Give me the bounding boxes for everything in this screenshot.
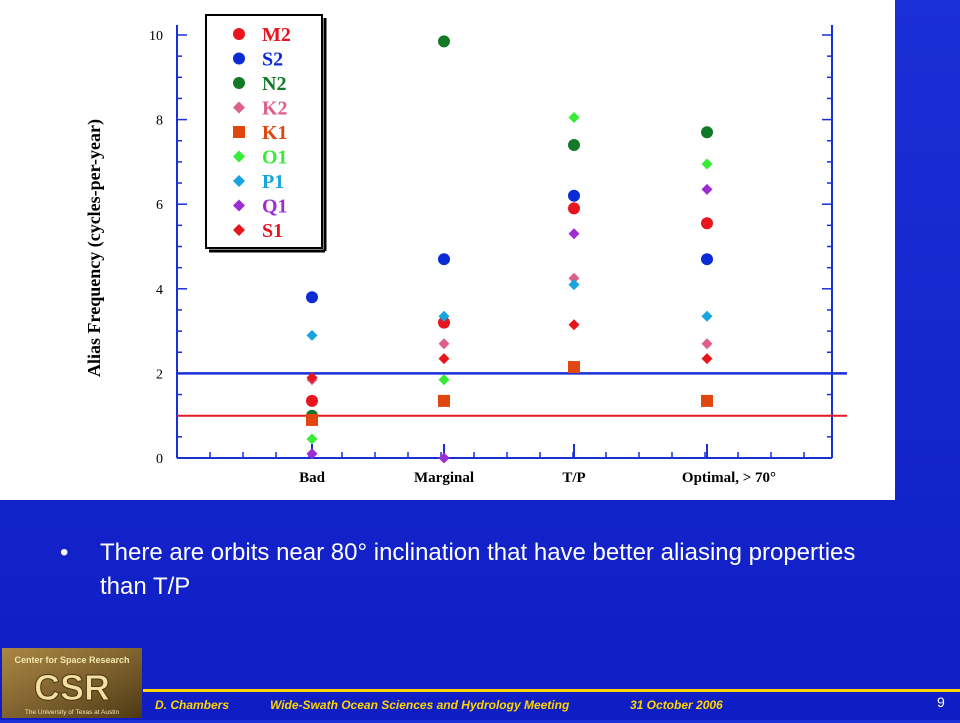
y-tick-label: 0 <box>156 452 163 467</box>
footer-author: D. Chambers <box>155 698 230 712</box>
y-axis-label: Alias Frequency (cycles-per-year) <box>84 119 105 377</box>
data-point-o1 <box>701 158 713 170</box>
data-point-q1 <box>438 452 450 464</box>
data-point-o1 <box>568 111 580 123</box>
data-point-s2 <box>568 189 580 202</box>
legend-label-k2: K2 <box>262 98 288 120</box>
y-tick-label: 10 <box>149 29 163 44</box>
y-tick-label: 2 <box>156 367 163 382</box>
svg-text:The University of Texas at Aus: The University of Texas at Austin <box>25 709 120 716</box>
data-point-s2 <box>701 253 713 266</box>
data-point-n2 <box>701 126 713 139</box>
y-tick-label: 4 <box>156 283 163 298</box>
data-point-s1 <box>701 353 713 365</box>
data-point-k1 <box>306 413 318 426</box>
data-point-s1 <box>306 372 318 384</box>
data-point-m2 <box>568 202 580 215</box>
footer-date: 31 October 2006 <box>630 698 723 712</box>
plot-panel: 0 2 4 6 8 10 Bad Marginal T/P Optimal, > 70° Alias… <box>84 14 847 486</box>
legend-label-o1: O1 <box>262 147 288 169</box>
data-point-k2 <box>568 272 580 284</box>
legend-label-m2: M2 <box>262 24 291 46</box>
data-point-s1 <box>438 353 450 365</box>
legend-marker-o1 <box>233 150 245 163</box>
data-point-n2 <box>438 35 450 48</box>
legend-marker-k1 <box>233 126 245 138</box>
legend-marker-s2 <box>233 52 245 65</box>
legend-label-p1: P1 <box>262 171 284 193</box>
data-point-n2 <box>568 138 580 151</box>
data-point-m2 <box>701 217 713 230</box>
legend-marker-k2 <box>233 101 245 114</box>
x-tick-label: T/P <box>562 470 585 486</box>
y-tick-label: 6 <box>156 198 163 213</box>
x-tick-label: Marginal <box>414 470 474 486</box>
legend-box <box>205 14 323 249</box>
legend-marker-p1 <box>233 175 245 187</box>
legend-marker-n2 <box>233 77 245 89</box>
svg-text:CSR: CSR <box>34 667 110 708</box>
legend-label-n2: N2 <box>262 73 286 95</box>
data-point-p1 <box>306 329 318 341</box>
data-point-q1 <box>306 448 318 460</box>
data-point-m2 <box>438 316 450 329</box>
data-point-k1 <box>701 394 713 407</box>
bullet-icon: • <box>60 539 69 566</box>
legend-marker-q1 <box>233 199 245 212</box>
footer-divider <box>143 689 960 692</box>
data-point-p1 <box>438 310 450 322</box>
data-point-s1 <box>568 319 580 331</box>
csr-logo: Center for Space Research CSR The Univer… <box>2 648 142 718</box>
legend-label-s1: S1 <box>262 220 283 242</box>
data-point-o1 <box>438 374 450 386</box>
data-point-o1 <box>306 433 318 445</box>
data-point-m2 <box>306 394 318 407</box>
x-tick-label: Optimal, > 70° <box>682 470 776 486</box>
data-point-s2 <box>438 253 450 266</box>
svg-text:Center for Space Research: Center for Space Research <box>14 655 129 665</box>
data-point-k1 <box>438 394 450 407</box>
legend-label-k1: K1 <box>262 122 288 144</box>
data-point-q1 <box>568 228 580 240</box>
data-point-q1 <box>701 183 713 195</box>
data-point-s2 <box>306 291 318 304</box>
y-tick-label: 8 <box>156 114 163 129</box>
legend-label-s2: S2 <box>262 49 283 71</box>
data-point-p1 <box>701 310 713 322</box>
x-tick-label: Bad <box>299 470 326 486</box>
data-point-k2 <box>701 338 713 350</box>
data-point-k1 <box>568 361 580 374</box>
data-point-k2 <box>438 338 450 350</box>
bullet-text: There are orbits near 80° inclination th… <box>100 539 856 600</box>
legend-label-q1: Q1 <box>262 196 288 218</box>
data-point-p1 <box>568 279 580 291</box>
legend-marker-m2 <box>233 28 245 40</box>
alias-frequency-chart: 0 2 4 6 8 10 Bad Marginal T/P Optimal, > 70° Alias… <box>84 14 847 486</box>
legend-marker-s1 <box>233 224 245 236</box>
page-number: 9 <box>937 694 945 710</box>
footer-meeting: Wide-Swath Ocean Sciences and Hydrology … <box>270 698 570 712</box>
